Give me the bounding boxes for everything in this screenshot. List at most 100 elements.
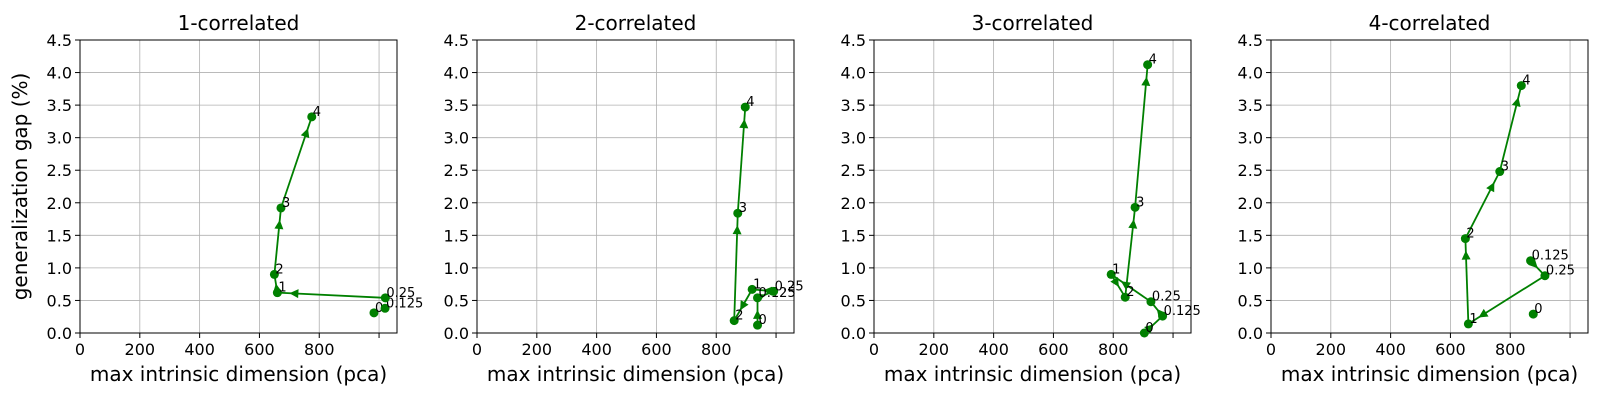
y-tick-label: 1.5: [841, 226, 866, 245]
gridlines: [873, 39, 1191, 334]
point-label: 0.125: [1532, 249, 1569, 264]
arrowhead: [1144, 324, 1154, 334]
y-tick-label: 2.0: [1238, 194, 1263, 213]
data-point: [769, 286, 779, 296]
y-tick-label: 0.0: [841, 324, 866, 343]
x-tick-label: 0: [472, 340, 482, 359]
data-point: [1143, 60, 1153, 70]
y-tick-label: 0.5: [444, 291, 469, 310]
y-tick-label: 3.0: [47, 129, 72, 148]
x-tick-label: 400: [978, 340, 1009, 359]
x-tick-label: 400: [581, 340, 612, 359]
x-tick-label: 0: [869, 340, 879, 359]
y-tick-label: 4.5: [47, 31, 72, 50]
point-label: 3: [282, 196, 290, 211]
x-tick-label: 200: [919, 340, 950, 359]
plot-frame: [79, 39, 398, 334]
chart-panel: 0 200 400 600 800 0.0 0.5 1.0 1.5 2.0 2.5 3.0 3.5 4.0…: [8, 11, 423, 386]
chart-title: 4-correlated: [1369, 11, 1491, 35]
y-tick-label: 1.5: [47, 226, 72, 245]
point-label: 0.25: [1546, 264, 1575, 279]
chart-title: 2-correlated: [575, 11, 697, 35]
x-tick-label: 600: [1435, 340, 1466, 359]
data-point: [1106, 269, 1116, 279]
point-label: 1: [278, 281, 286, 296]
y-tick-label: 3.5: [1238, 96, 1263, 115]
data-point: [753, 293, 763, 303]
series-segment: [1134, 64, 1149, 208]
point-label: 4: [313, 105, 321, 120]
data-point: [1516, 81, 1526, 91]
point-label: 3: [1501, 160, 1509, 175]
y-tick-label: 3.5: [47, 96, 72, 115]
y-tick-label: 3.0: [1238, 129, 1263, 148]
point-label: 2: [275, 262, 283, 277]
arrowhead: [289, 289, 299, 299]
y-tick-label: 3.0: [841, 129, 866, 148]
y-tick-label: 1.0: [444, 259, 469, 278]
arrowhead: [1511, 97, 1521, 108]
y-tick-label: 4.0: [841, 64, 866, 83]
arrowhead: [1141, 76, 1151, 87]
point-label: 0.125: [386, 296, 423, 311]
y-tick-label: 0.5: [1238, 291, 1263, 310]
data-point: [1463, 319, 1473, 329]
x-axis-label: max intrinsic dimension (pca): [90, 362, 387, 386]
arrowhead: [1461, 250, 1471, 260]
y-tick-label: 4.0: [444, 64, 469, 83]
y-tick-label: 2.0: [444, 194, 469, 213]
arrowhead: [732, 225, 742, 235]
point-label: 0: [1534, 302, 1542, 317]
data-point: [753, 320, 763, 330]
x-tick-label: 200: [125, 340, 156, 359]
data-point: [269, 269, 279, 279]
series-segment: [273, 207, 282, 275]
y-axis-label: generalization gap (%): [8, 73, 32, 301]
y-tick-label: 0.0: [47, 324, 72, 343]
y-tick-label: 2.0: [841, 194, 866, 213]
arrowhead: [300, 128, 310, 139]
data-point: [747, 284, 757, 294]
arrowhead: [740, 300, 749, 311]
point-label: 3: [1136, 195, 1144, 210]
x-axis-label: max intrinsic dimension (pca): [487, 362, 784, 386]
x-axis-label: max intrinsic dimension (pca): [884, 362, 1181, 386]
arrowhead: [274, 219, 284, 230]
data-point: [1120, 292, 1130, 302]
point-label: 0.25: [386, 286, 415, 301]
arrowhead: [1486, 182, 1495, 193]
x-tick-label: 600: [1038, 340, 1069, 359]
point-label: 1: [1469, 312, 1477, 327]
arrowhead: [1128, 219, 1138, 229]
data-point: [1526, 256, 1536, 266]
point-label: 1: [753, 277, 761, 292]
data-point: [1130, 202, 1140, 212]
data-point: [272, 288, 282, 298]
data-point: [1495, 167, 1505, 177]
plot-frame: [873, 39, 1192, 334]
arrowhead: [753, 309, 763, 319]
y-tick-label: 2.5: [1238, 161, 1263, 180]
gridlines: [476, 39, 794, 334]
y-tick-label: 1.0: [47, 259, 72, 278]
data-point: [733, 208, 743, 218]
data-point: [1460, 234, 1470, 244]
point-label: 3: [739, 201, 747, 216]
y-tick-label: 3.5: [841, 96, 866, 115]
point-label: 0: [1145, 321, 1153, 336]
y-tick-label: 1.5: [444, 226, 469, 245]
chart-title: 1-correlated: [178, 11, 300, 35]
x-tick-label: 400: [184, 340, 215, 359]
chart-panel: 0 200 400 600 800 0.0 0.5 1.0 1.5 2.0 2.5 3.0 3.5 4.0…: [1238, 11, 1589, 386]
point-label: 0: [375, 301, 383, 316]
data-point: [380, 293, 390, 303]
y-tick-label: 2.5: [841, 161, 866, 180]
x-tick-label: 200: [522, 340, 553, 359]
y-tick-label: 4.5: [444, 31, 469, 50]
y-tick-label: 2.0: [47, 194, 72, 213]
y-tick-label: 0.0: [444, 324, 469, 343]
data-point: [276, 203, 286, 213]
